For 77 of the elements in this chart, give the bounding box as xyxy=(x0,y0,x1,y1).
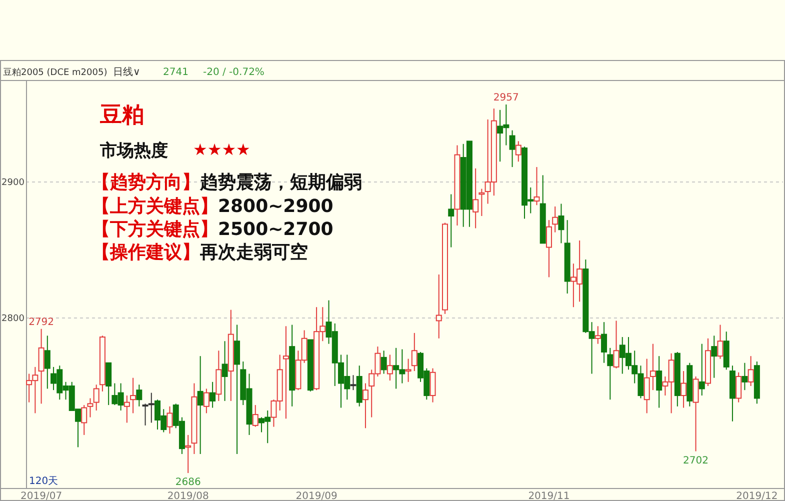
candlestick xyxy=(136,384,142,407)
candlestick xyxy=(546,220,552,278)
candlestick xyxy=(717,324,724,360)
candlestick xyxy=(515,140,522,162)
candlestick xyxy=(711,335,718,378)
candlestick xyxy=(124,395,130,424)
candlestick xyxy=(81,404,88,436)
annotation: 【操作建议】 xyxy=(92,242,200,263)
text: 豆粕 xyxy=(99,103,144,128)
candlestick xyxy=(656,356,662,408)
text: 市场热度 xyxy=(99,141,168,161)
candlestick xyxy=(166,406,173,434)
candlestick xyxy=(552,206,558,233)
candlestick xyxy=(478,188,485,216)
candlestick xyxy=(222,340,228,402)
x-tick-label: 2019/11 xyxy=(528,491,570,501)
annotation: 2800~2900 xyxy=(218,196,334,217)
candlestick xyxy=(282,326,289,420)
candlestick xyxy=(430,368,436,403)
candlestick xyxy=(130,377,136,414)
candlestick xyxy=(44,335,50,390)
candlestick xyxy=(210,381,216,408)
annotation: 120天 xyxy=(29,476,58,487)
candlestick xyxy=(252,404,258,428)
x-tick-label: 2019/09 xyxy=(296,491,338,501)
candlestick xyxy=(650,343,656,391)
x-tick-label: 2019/12 xyxy=(736,491,778,501)
candlestick xyxy=(38,328,44,404)
annotation: 2957 xyxy=(493,92,519,104)
annotation: 再次走弱可空 xyxy=(199,242,308,263)
candlestick xyxy=(509,130,516,168)
text: 豆粕2005 (DCE m2005) xyxy=(3,67,108,78)
annotation: 趋势震荡，短期偏弱 xyxy=(199,172,362,193)
candlestick xyxy=(472,168,479,229)
candlestick xyxy=(594,326,601,344)
candlestick xyxy=(698,343,705,396)
candlestick xyxy=(607,347,614,400)
candlestick xyxy=(93,384,100,411)
candlestick xyxy=(680,370,687,408)
candlestick xyxy=(106,362,112,406)
candlestick xyxy=(448,194,454,248)
candlestick xyxy=(197,356,204,454)
candlestick xyxy=(558,203,564,244)
candlestick xyxy=(644,358,650,414)
candlestick xyxy=(386,354,393,382)
candlestick xyxy=(411,332,418,372)
annotation: 【上方关键点】 xyxy=(92,196,218,217)
candlestick xyxy=(185,434,192,474)
candlestick xyxy=(436,274,442,339)
candlestick xyxy=(742,362,748,391)
candlestick xyxy=(405,358,412,382)
candlestick xyxy=(362,382,368,429)
candlestick xyxy=(203,388,210,414)
candlestick xyxy=(613,320,620,369)
candlestick xyxy=(234,324,240,454)
candlestick xyxy=(350,374,356,391)
candlestick xyxy=(736,372,742,403)
x-tick-label: 2019/07 xyxy=(20,491,62,501)
text: 2741 xyxy=(163,67,188,78)
y-tick-label: 2800 xyxy=(2,314,25,324)
annotation: 2702 xyxy=(683,455,708,466)
annotation: 2686 xyxy=(175,477,201,488)
text: -20 / -0.72% xyxy=(203,67,264,78)
x-tick-label: 2019/08 xyxy=(167,491,209,501)
candlestick xyxy=(601,322,608,364)
text: 日线∨ xyxy=(113,66,140,78)
candlestick xyxy=(380,350,387,374)
annotation: 【趋势方向】 xyxy=(92,172,200,193)
annotation: 2500~2700 xyxy=(218,219,334,240)
candlestick xyxy=(534,166,540,206)
candlestick xyxy=(748,356,754,386)
candlestick xyxy=(692,376,699,452)
y-tick-label: 2900 xyxy=(2,178,25,188)
annotation: 2792 xyxy=(28,316,54,328)
annotation: ★★★★ xyxy=(193,140,250,159)
annotation: 【下方关键点】 xyxy=(92,219,218,240)
candlestick xyxy=(87,398,94,418)
